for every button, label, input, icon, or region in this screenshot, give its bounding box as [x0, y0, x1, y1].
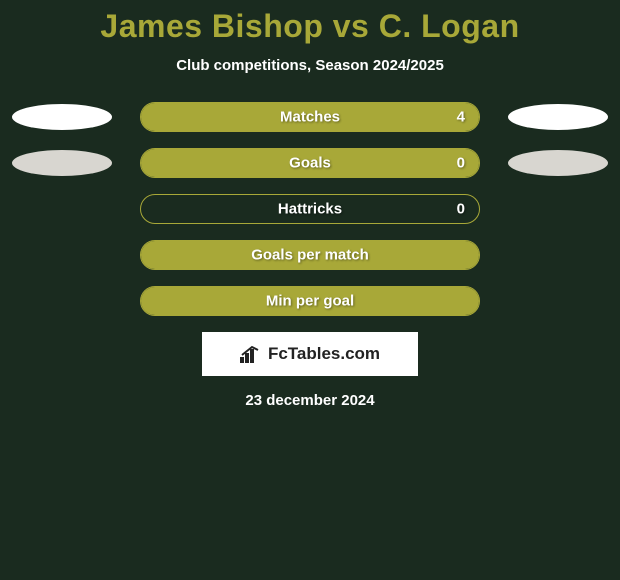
stat-value: 4 [457, 109, 465, 126]
stat-row: Goals 0 [0, 148, 620, 178]
left-ellipse [12, 150, 112, 176]
stat-bar: Goals 0 [140, 148, 480, 178]
stat-bar: Hattricks 0 [140, 194, 480, 224]
stat-value: 0 [457, 201, 465, 218]
stat-row: Matches 4 [0, 102, 620, 132]
right-ellipse-placeholder [508, 288, 608, 314]
stat-row: Min per goal [0, 286, 620, 316]
right-ellipse-placeholder [508, 196, 608, 222]
page-title: James Bishop vs C. Logan [0, 8, 620, 45]
right-ellipse [508, 150, 608, 176]
stat-bar: Goals per match [140, 240, 480, 270]
right-ellipse [508, 104, 608, 130]
left-ellipse-placeholder [12, 196, 112, 222]
subtitle: Club competitions, Season 2024/2025 [0, 57, 620, 74]
left-ellipse-placeholder [12, 288, 112, 314]
right-ellipse-placeholder [508, 242, 608, 268]
stat-bar: Min per goal [140, 286, 480, 316]
stat-label: Matches [280, 109, 340, 126]
stat-label: Goals per match [251, 247, 369, 264]
stat-label: Goals [289, 155, 331, 172]
date-text: 23 december 2024 [0, 392, 620, 409]
left-ellipse [12, 104, 112, 130]
stat-row: Goals per match [0, 240, 620, 270]
stat-value: 0 [457, 155, 465, 172]
stat-row: Hattricks 0 [0, 194, 620, 224]
left-ellipse-placeholder [12, 242, 112, 268]
chart-icon [240, 345, 262, 363]
stats-list: Matches 4 Goals 0 Hattricks 0 Goals per match M… [0, 102, 620, 316]
brand-text: FcTables.com [268, 344, 380, 364]
stat-label: Min per goal [266, 293, 354, 310]
stat-bar: Matches 4 [140, 102, 480, 132]
stat-label: Hattricks [278, 201, 342, 218]
brand-box: FcTables.com [202, 332, 418, 376]
